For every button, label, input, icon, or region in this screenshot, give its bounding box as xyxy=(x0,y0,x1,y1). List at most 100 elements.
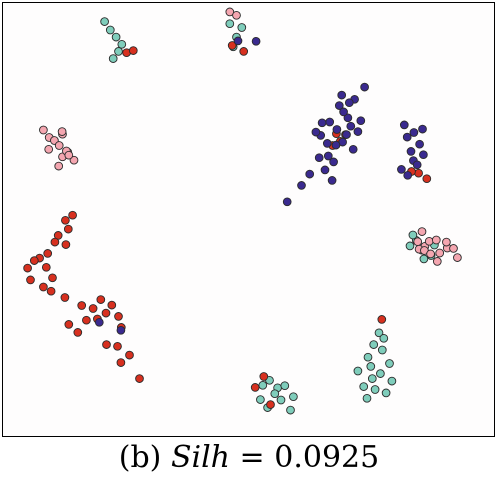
scatter-point xyxy=(348,144,358,154)
scatter-point xyxy=(405,241,415,251)
scatter-point xyxy=(412,160,422,170)
scatter-point xyxy=(323,151,333,161)
scatter-point xyxy=(64,320,74,329)
series-teal xyxy=(100,17,439,415)
scatter-point xyxy=(239,47,249,56)
scatter-point xyxy=(101,308,111,318)
scatter-point xyxy=(387,376,397,386)
series-navy xyxy=(94,36,428,335)
scatter-point xyxy=(329,157,338,167)
scatter-point xyxy=(116,358,126,367)
scatter-point xyxy=(26,275,35,285)
scatter-point xyxy=(377,345,387,355)
scatter-point xyxy=(251,36,261,46)
scatter-point xyxy=(23,263,32,273)
scatter-point xyxy=(332,125,342,134)
scatter-point xyxy=(232,10,241,20)
scatter-point xyxy=(259,372,269,381)
scatter-point xyxy=(311,127,321,137)
scatter-point xyxy=(426,249,435,259)
scatter-point xyxy=(409,128,419,137)
scatter-point xyxy=(334,101,344,110)
scatter-point xyxy=(111,32,121,42)
scatter-point xyxy=(258,380,268,390)
scatter-point xyxy=(135,374,144,383)
scatter-point xyxy=(105,25,115,35)
scatter-point xyxy=(422,174,432,184)
scatter-point xyxy=(339,107,348,117)
scatter-point xyxy=(432,257,442,266)
scatter-point xyxy=(114,47,123,56)
scatter-point xyxy=(314,153,324,163)
scatter-point xyxy=(435,248,445,258)
scatter-point xyxy=(82,315,91,325)
scatter-point xyxy=(114,312,123,321)
scatter-point xyxy=(376,369,385,378)
caption-label: (b) xyxy=(118,440,162,475)
scatter-point xyxy=(413,237,423,247)
scatter-point xyxy=(286,405,295,415)
scatter-point xyxy=(108,54,118,63)
scatter-point xyxy=(337,90,347,100)
scatter-point xyxy=(46,286,56,296)
scatter-plot-frame xyxy=(2,2,495,437)
scatter-point xyxy=(266,400,275,409)
scatter-point xyxy=(125,350,134,360)
scatter-point xyxy=(54,141,64,150)
scatter-point xyxy=(417,227,427,236)
scatter-point xyxy=(69,155,79,165)
scatter-point xyxy=(377,315,387,324)
scatter-point xyxy=(61,240,71,249)
scatter-point xyxy=(225,19,235,29)
scatter-point xyxy=(94,317,104,327)
scatter-point xyxy=(346,121,356,131)
scatter-point xyxy=(399,120,409,130)
scatter-point xyxy=(369,340,379,349)
scatter-point xyxy=(415,139,424,149)
scatter-point xyxy=(107,300,117,310)
scatter-point xyxy=(353,127,363,136)
scatter-point xyxy=(424,236,434,246)
scatter-point xyxy=(381,388,391,398)
scatter-point xyxy=(343,113,353,123)
scatter-point xyxy=(39,125,48,135)
scatter-point xyxy=(431,235,441,245)
scatter-point xyxy=(88,304,98,313)
scatter-point xyxy=(385,359,394,368)
scatter-point xyxy=(374,328,384,338)
scatter-point xyxy=(356,116,366,126)
scatter-point xyxy=(250,383,260,392)
scatter-point xyxy=(276,395,286,405)
scatter-point xyxy=(44,144,54,154)
scatter-point xyxy=(353,366,363,376)
scatter-point xyxy=(60,293,70,302)
scatter-point xyxy=(327,176,337,185)
scatter-point xyxy=(408,230,418,240)
scatter-point xyxy=(342,130,351,139)
scatter-point xyxy=(442,237,451,247)
caption-operator: = xyxy=(239,440,265,475)
scatter-point xyxy=(282,197,292,207)
scatter-point xyxy=(270,389,280,399)
scatter-plot xyxy=(23,7,462,415)
series-pink xyxy=(39,7,462,266)
scatter-point xyxy=(39,282,48,292)
scatter-point xyxy=(453,253,462,262)
scatter-point xyxy=(403,170,413,180)
scatter-point xyxy=(61,215,70,225)
scatter-point xyxy=(43,249,53,258)
scatter-point xyxy=(29,256,39,265)
scatter-point xyxy=(280,381,290,391)
scatter-point xyxy=(362,393,372,403)
scatter-point xyxy=(317,118,327,128)
scatter-point xyxy=(363,352,373,362)
scatter-point xyxy=(359,382,369,391)
scatter-point xyxy=(414,168,423,178)
scatter-point xyxy=(256,395,265,404)
scatter-point xyxy=(237,23,247,32)
scatter-point xyxy=(402,132,412,142)
scatter-point xyxy=(225,7,235,17)
scatter-point xyxy=(366,362,376,371)
scatter-point xyxy=(320,165,330,175)
scatter-point xyxy=(100,17,109,26)
